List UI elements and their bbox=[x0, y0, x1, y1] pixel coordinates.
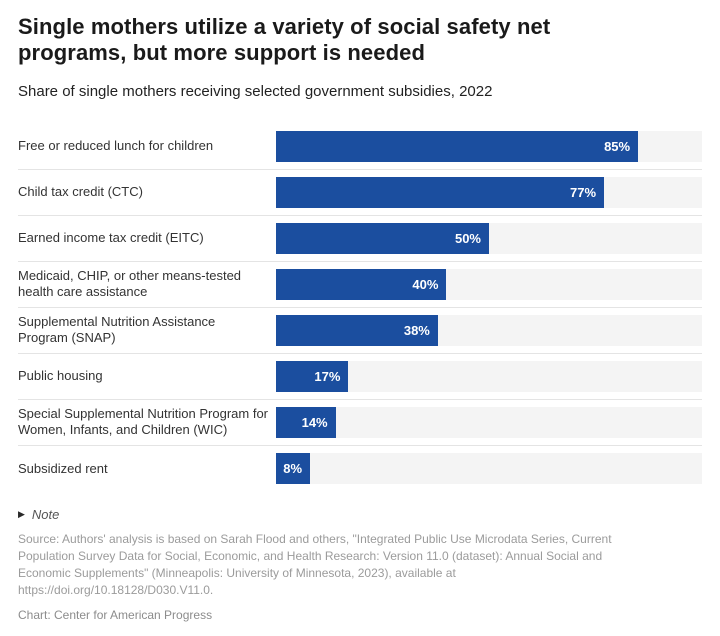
category-label: Subsidized rent bbox=[18, 460, 108, 476]
chart-row: Free or reduced lunch for children 85% bbox=[18, 124, 702, 170]
chart-row: Earned income tax credit (EITC) 50% bbox=[18, 216, 702, 262]
category-label: Supplemental Nutrition Assistance Progra… bbox=[18, 314, 216, 346]
chart-row: Medicaid, CHIP, or other means-tested he… bbox=[18, 262, 702, 308]
bar: 85% bbox=[276, 130, 639, 162]
value-label: 8% bbox=[283, 461, 303, 477]
note-label: Note bbox=[31, 506, 60, 522]
bar-track: 38% bbox=[276, 314, 702, 346]
category-label: Child tax credit (CTC) bbox=[18, 184, 143, 200]
bar-track: 14% bbox=[276, 406, 702, 438]
triangle-right-icon: ▶ bbox=[18, 508, 25, 519]
category-label: Medicaid, CHIP, or other means-tested he… bbox=[18, 268, 242, 300]
bar: 17% bbox=[276, 360, 349, 392]
chart-row: Subsidized rent 8% bbox=[18, 446, 702, 492]
bar: 77% bbox=[276, 176, 605, 208]
chart-row: Special Supplemental Nutrition Program f… bbox=[18, 400, 702, 446]
value-label: 85% bbox=[604, 138, 631, 154]
category-label: Earned income tax credit (EITC) bbox=[18, 230, 204, 246]
category-label: Special Supplemental Nutrition Program f… bbox=[18, 406, 269, 438]
chart-title: Single mothers utilize a variety of soci… bbox=[18, 14, 551, 66]
bar-track: 40% bbox=[276, 268, 702, 300]
bar: 8% bbox=[276, 453, 311, 485]
bar: 38% bbox=[276, 314, 438, 346]
note-toggle[interactable]: ▶ Note bbox=[18, 507, 59, 522]
chart-subtitle: Share of single mothers receiving select… bbox=[18, 82, 493, 100]
category-label: Public housing bbox=[18, 368, 103, 384]
value-label: 38% bbox=[403, 322, 430, 338]
bar-chart: Free or reduced lunch for children 85% C… bbox=[18, 124, 702, 492]
value-label: 17% bbox=[314, 368, 341, 384]
value-label: 50% bbox=[454, 230, 481, 246]
category-label: Free or reduced lunch for children bbox=[18, 138, 214, 154]
chart-row: Supplemental Nutrition Assistance Progra… bbox=[18, 308, 702, 354]
value-label: 40% bbox=[412, 276, 439, 292]
bar-track: 17% bbox=[276, 360, 702, 392]
bar-track: 8% bbox=[276, 453, 702, 485]
bar: 14% bbox=[276, 406, 336, 438]
bar-track: 77% bbox=[276, 176, 702, 208]
bar: 50% bbox=[276, 222, 489, 254]
bar-track: 85% bbox=[276, 130, 702, 162]
bar: 40% bbox=[276, 268, 447, 300]
value-label: 77% bbox=[569, 184, 597, 200]
chart-row: Public housing 17% bbox=[18, 354, 702, 400]
source-text: Source: Authors' analysis is based on Sa… bbox=[18, 531, 612, 597]
chart-credit: Chart: Center for American Progress bbox=[18, 607, 213, 622]
bar-track: 50% bbox=[276, 222, 702, 254]
value-label: 14% bbox=[301, 414, 328, 430]
chart-row: Child tax credit (CTC) 77% bbox=[18, 170, 702, 216]
